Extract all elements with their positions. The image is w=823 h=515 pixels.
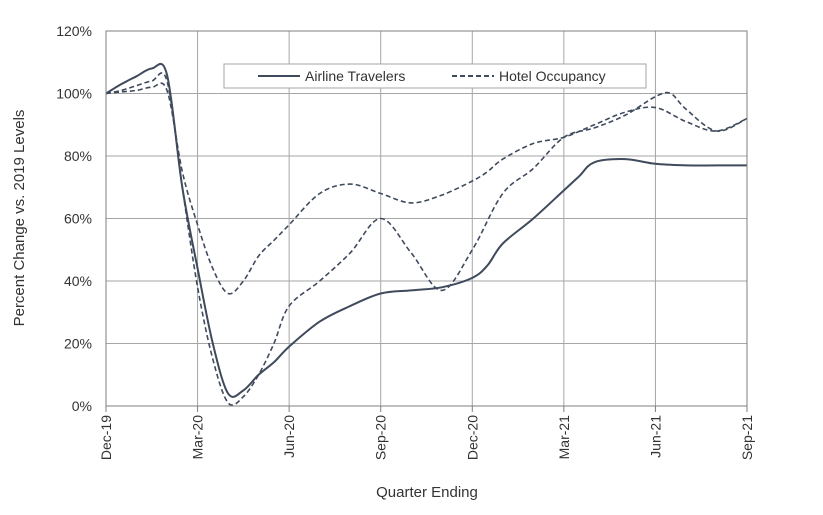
y-tick-label: 100% (56, 86, 92, 102)
y-tick-label: 40% (64, 273, 92, 289)
grid (105, 30, 748, 407)
series-lines (105, 63, 748, 406)
y-tick-label: 60% (64, 211, 92, 227)
legend-label-airline: Airline Travelers (305, 68, 405, 84)
x-tick-label: Jun-20 (281, 415, 297, 458)
x-tick-label: Dec-19 (98, 415, 114, 460)
y-axis-ticks: 0% 20% 40% 60% 80% 100% 120% (56, 23, 92, 414)
x-tick-label: Dec-20 (464, 415, 480, 460)
plot-frame (105, 30, 748, 407)
y-tick-label: 80% (64, 148, 92, 164)
x-axis-ticks: Dec-19 Mar-20 Jun-20 Sep-20 Dec-20 Mar-21 Jun-… (98, 406, 755, 460)
y-tick-label: 0% (72, 398, 92, 414)
x-axis-title: Quarter Ending (376, 484, 478, 501)
y-tick-label: 20% (64, 336, 92, 352)
legend: Airline Travelers Hotel Occupancy (223, 63, 647, 89)
x-tick-label: Mar-20 (190, 415, 206, 460)
series-line-0 (105, 63, 747, 398)
y-axis-title: Percent Change vs. 2019 Levels (11, 110, 28, 327)
x-tick-label: Jun-21 (647, 415, 663, 458)
legend-label-hotel: Hotel Occupancy (499, 68, 606, 84)
series-line-1 (105, 82, 748, 295)
x-tick-label: Mar-21 (556, 415, 572, 460)
x-tick-label: Sep-21 (739, 415, 755, 460)
y-tick-label: 120% (56, 23, 92, 39)
x-tick-label: Sep-20 (373, 415, 389, 460)
